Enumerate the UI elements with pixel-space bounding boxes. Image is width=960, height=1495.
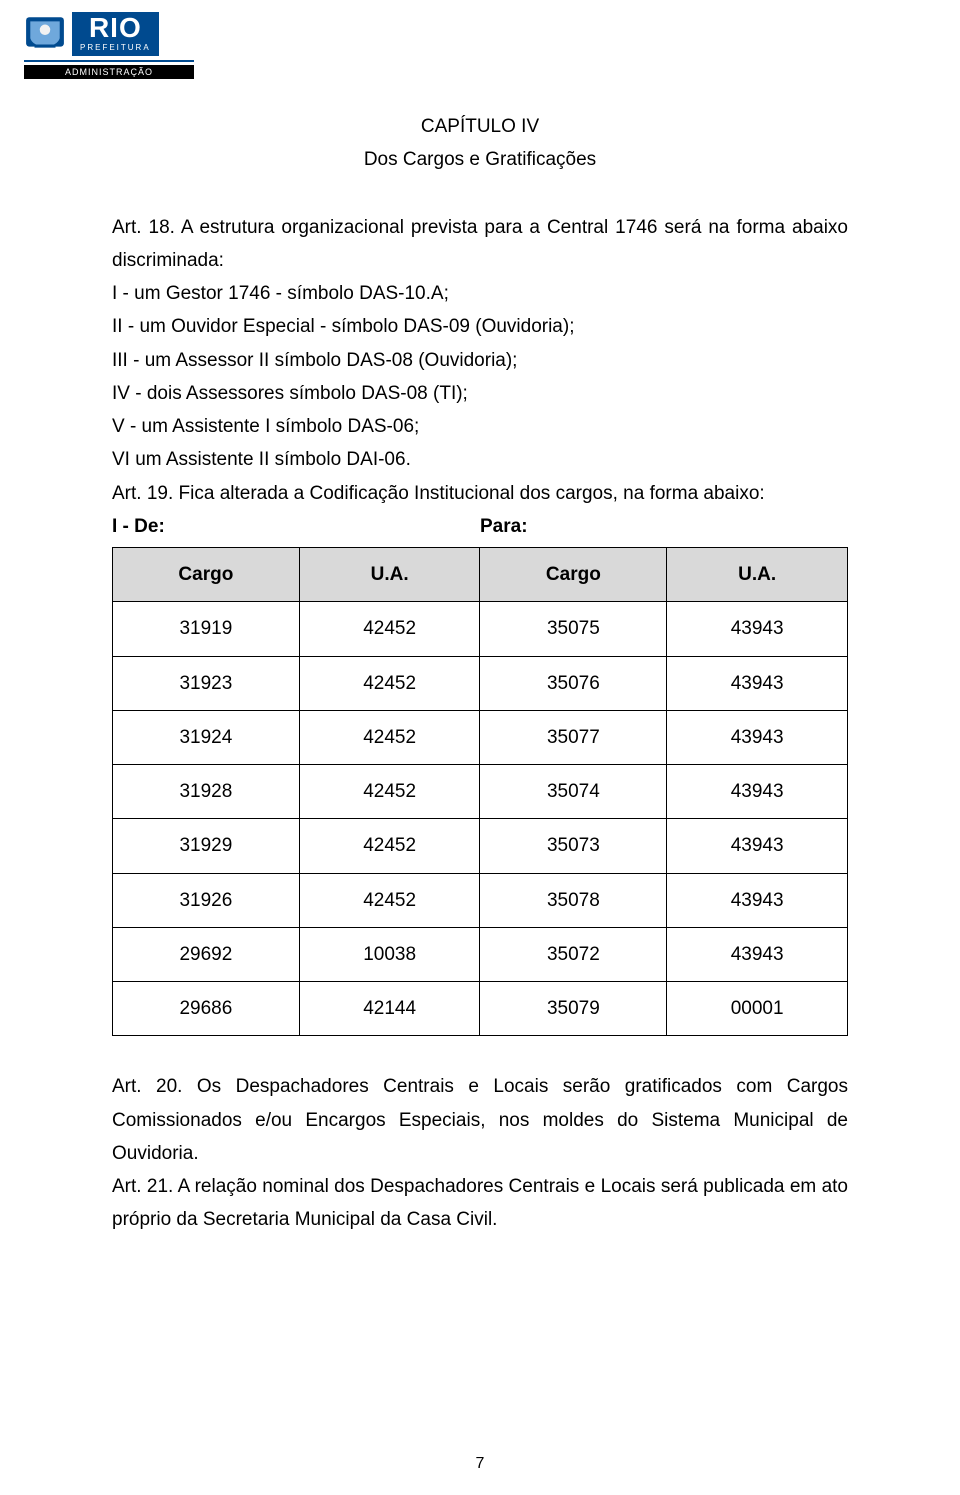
rio-text: RIO [80,14,151,42]
rio-box: RIO PREFEITURA [72,12,159,56]
table-cell: 00001 [667,982,848,1036]
table-cell: 42452 [299,710,480,764]
table-header-row: Cargo U.A. Cargo U.A. [113,548,848,602]
page-number: 7 [0,1455,960,1473]
table-cell: 42144 [299,982,480,1036]
table-cell: 35079 [480,982,667,1036]
table-cell: 35072 [480,927,667,981]
chapter-title: CAPÍTULO IV [112,110,848,143]
label-para: Para: [480,510,848,543]
table-cell: 43943 [667,602,848,656]
table-cell: 31919 [113,602,300,656]
label-de: I - De: [112,510,480,543]
art18-item: IV - dois Assessores símbolo DAS-08 (TI)… [112,377,848,410]
art20: Art. 20. Os Despachadores Centrais e Loc… [112,1070,848,1170]
table-header: U.A. [667,548,848,602]
table-cell: 42452 [299,765,480,819]
art18-item: VI um Assistente II símbolo DAI-06. [112,443,848,476]
art18-lead: Art. 18. A estrutura organizacional prev… [112,211,848,278]
header-logo: RIO PREFEITURA ADMINISTRAÇÃO [24,12,194,79]
art18-item: III - um Assessor II símbolo DAS-08 (Ouv… [112,344,848,377]
table-body: 3191942452350754394331923424523507643943… [113,602,848,1036]
table-row: 29692100383507243943 [113,927,848,981]
codification-table: Cargo U.A. Cargo U.A. 319194245235075439… [112,547,848,1036]
table-cell: 35077 [480,710,667,764]
table-cell: 43943 [667,873,848,927]
table-cell: 43943 [667,710,848,764]
art19-lead: Art. 19. Fica alterada a Codificação Ins… [112,477,848,510]
table-row: 31923424523507643943 [113,656,848,710]
table-row: 31919424523507543943 [113,602,848,656]
table-cell: 43943 [667,819,848,873]
table-cell: 35074 [480,765,667,819]
table-section-labels: I - De: Para: [112,510,848,543]
table-cell: 42452 [299,602,480,656]
table-cell: 31928 [113,765,300,819]
table-cell: 10038 [299,927,480,981]
table-cell: 42452 [299,819,480,873]
document-body: CAPÍTULO IV Dos Cargos e Gratificações A… [112,110,848,1237]
table-row: 29686421443507900001 [113,982,848,1036]
table-cell: 35076 [480,656,667,710]
table-header: Cargo [113,548,300,602]
table-row: 31928424523507443943 [113,765,848,819]
art18-item: I - um Gestor 1746 - símbolo DAS-10.A; [112,277,848,310]
table-row: 31929424523507343943 [113,819,848,873]
logo-top-row: RIO PREFEITURA [24,12,194,62]
art21: Art. 21. A relação nominal dos Despachad… [112,1170,848,1237]
table-cell: 35078 [480,873,667,927]
table-cell: 42452 [299,873,480,927]
table-cell: 35073 [480,819,667,873]
table-cell: 31929 [113,819,300,873]
art18-item: II - um Ouvidor Especial - símbolo DAS-0… [112,310,848,343]
table-row: 31926424523507843943 [113,873,848,927]
table-cell: 29692 [113,927,300,981]
table-cell: 31926 [113,873,300,927]
table-header: U.A. [299,548,480,602]
table-row: 31924424523507743943 [113,710,848,764]
chapter-subtitle: Dos Cargos e Gratificações [112,143,848,176]
table-cell: 31924 [113,710,300,764]
table-cell: 29686 [113,982,300,1036]
table-header: Cargo [480,548,667,602]
table-cell: 43943 [667,927,848,981]
admin-bar: ADMINISTRAÇÃO [24,65,194,79]
table-cell: 43943 [667,765,848,819]
table-cell: 42452 [299,656,480,710]
table-cell: 35075 [480,602,667,656]
art18-item: V - um Assistente I símbolo DAS-06; [112,410,848,443]
prefeitura-text: PREFEITURA [80,44,151,52]
table-cell: 31923 [113,656,300,710]
crest-icon [24,13,66,55]
table-cell: 43943 [667,656,848,710]
